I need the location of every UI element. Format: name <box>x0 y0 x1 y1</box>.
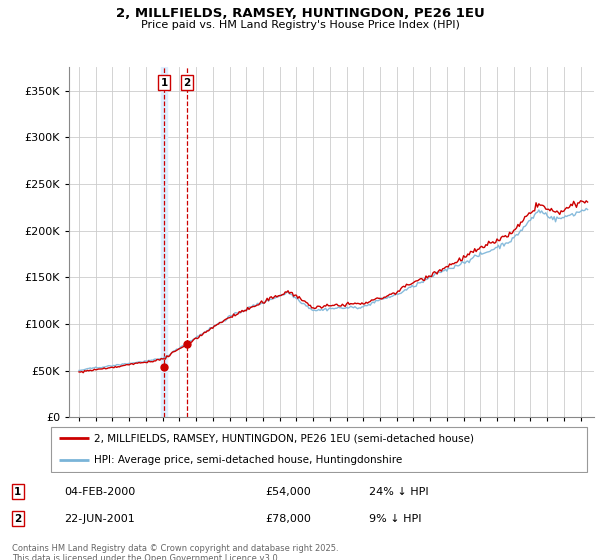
Text: 24% ↓ HPI: 24% ↓ HPI <box>369 487 429 497</box>
Text: 2: 2 <box>184 78 191 88</box>
Text: 1: 1 <box>161 78 168 88</box>
Text: Price paid vs. HM Land Registry's House Price Index (HPI): Price paid vs. HM Land Registry's House … <box>140 20 460 30</box>
Text: 2, MILLFIELDS, RAMSEY, HUNTINGDON, PE26 1EU (semi-detached house): 2, MILLFIELDS, RAMSEY, HUNTINGDON, PE26 … <box>94 433 474 444</box>
Text: 04-FEB-2000: 04-FEB-2000 <box>64 487 135 497</box>
Text: Contains HM Land Registry data © Crown copyright and database right 2025.: Contains HM Land Registry data © Crown c… <box>12 544 338 553</box>
Text: This data is licensed under the Open Government Licence v3.0.: This data is licensed under the Open Gov… <box>12 554 280 560</box>
Text: £54,000: £54,000 <box>265 487 311 497</box>
Text: 2, MILLFIELDS, RAMSEY, HUNTINGDON, PE26 1EU: 2, MILLFIELDS, RAMSEY, HUNTINGDON, PE26 … <box>116 7 484 20</box>
Bar <box>161 67 167 417</box>
Text: £78,000: £78,000 <box>265 514 311 524</box>
Text: HPI: Average price, semi-detached house, Huntingdonshire: HPI: Average price, semi-detached house,… <box>94 455 403 465</box>
Text: 2: 2 <box>14 514 22 524</box>
Text: 22-JUN-2001: 22-JUN-2001 <box>64 514 134 524</box>
Text: 9% ↓ HPI: 9% ↓ HPI <box>369 514 422 524</box>
Text: 1: 1 <box>14 487 22 497</box>
FancyBboxPatch shape <box>51 427 587 472</box>
